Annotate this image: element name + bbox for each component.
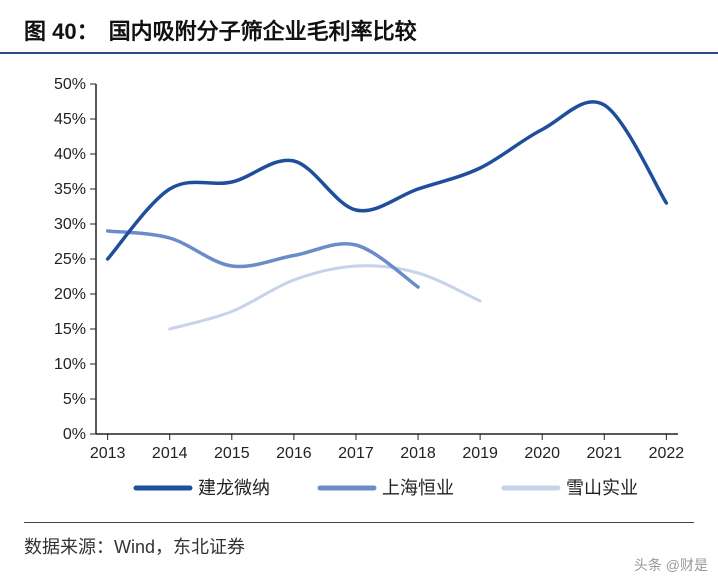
svg-text:15%: 15% xyxy=(54,321,86,338)
svg-text:2022: 2022 xyxy=(649,445,685,462)
watermark: 头条 @财是 xyxy=(634,555,708,575)
svg-text:10%: 10% xyxy=(54,356,86,373)
svg-text:建龙微纳: 建龙微纳 xyxy=(198,478,270,498)
figure-title: 国内吸附分子筛企业毛利率比较 xyxy=(109,14,417,46)
svg-text:雪山实业: 雪山实业 xyxy=(566,478,638,498)
svg-text:5%: 5% xyxy=(63,391,86,408)
svg-text:40%: 40% xyxy=(54,146,86,163)
svg-text:2019: 2019 xyxy=(462,445,498,462)
svg-text:2016: 2016 xyxy=(276,445,312,462)
svg-text:2015: 2015 xyxy=(214,445,250,462)
svg-text:2018: 2018 xyxy=(400,445,436,462)
svg-text:2017: 2017 xyxy=(338,445,374,462)
svg-text:35%: 35% xyxy=(54,181,86,198)
svg-text:30%: 30% xyxy=(54,216,86,233)
svg-text:45%: 45% xyxy=(54,111,86,128)
svg-text:0%: 0% xyxy=(63,426,86,443)
chart-area: 0% 5% 10% 15% 20% 25% 30% 35% 40% 45% 50% 2013 2014 2… xyxy=(0,54,718,514)
svg-text:20%: 20% xyxy=(54,286,86,303)
source-text: 数据来源：Wind，东北证券 xyxy=(24,537,245,557)
svg-text:2020: 2020 xyxy=(524,445,560,462)
figure-label: 图 40： xyxy=(24,14,99,46)
svg-text:2013: 2013 xyxy=(90,445,126,462)
svg-text:25%: 25% xyxy=(54,251,86,268)
svg-text:2014: 2014 xyxy=(152,445,188,462)
svg-text:2021: 2021 xyxy=(586,445,622,462)
line-chart: 0% 5% 10% 15% 20% 25% 30% 35% 40% 45% 50% 2013 2014 2… xyxy=(30,74,688,514)
svg-text:上海恒业: 上海恒业 xyxy=(382,478,454,498)
watermark-text: 头条 @财是 xyxy=(634,557,708,573)
figure-container: 图 40： 国内吸附分子筛企业毛利率比较 0% 5% 10% 15% 20% 25% 30%… xyxy=(0,0,718,583)
source-row: 数据来源：Wind，东北证券 xyxy=(24,522,694,559)
svg-text:50%: 50% xyxy=(54,76,86,93)
title-row: 图 40： 国内吸附分子筛企业毛利率比较 xyxy=(0,0,718,54)
